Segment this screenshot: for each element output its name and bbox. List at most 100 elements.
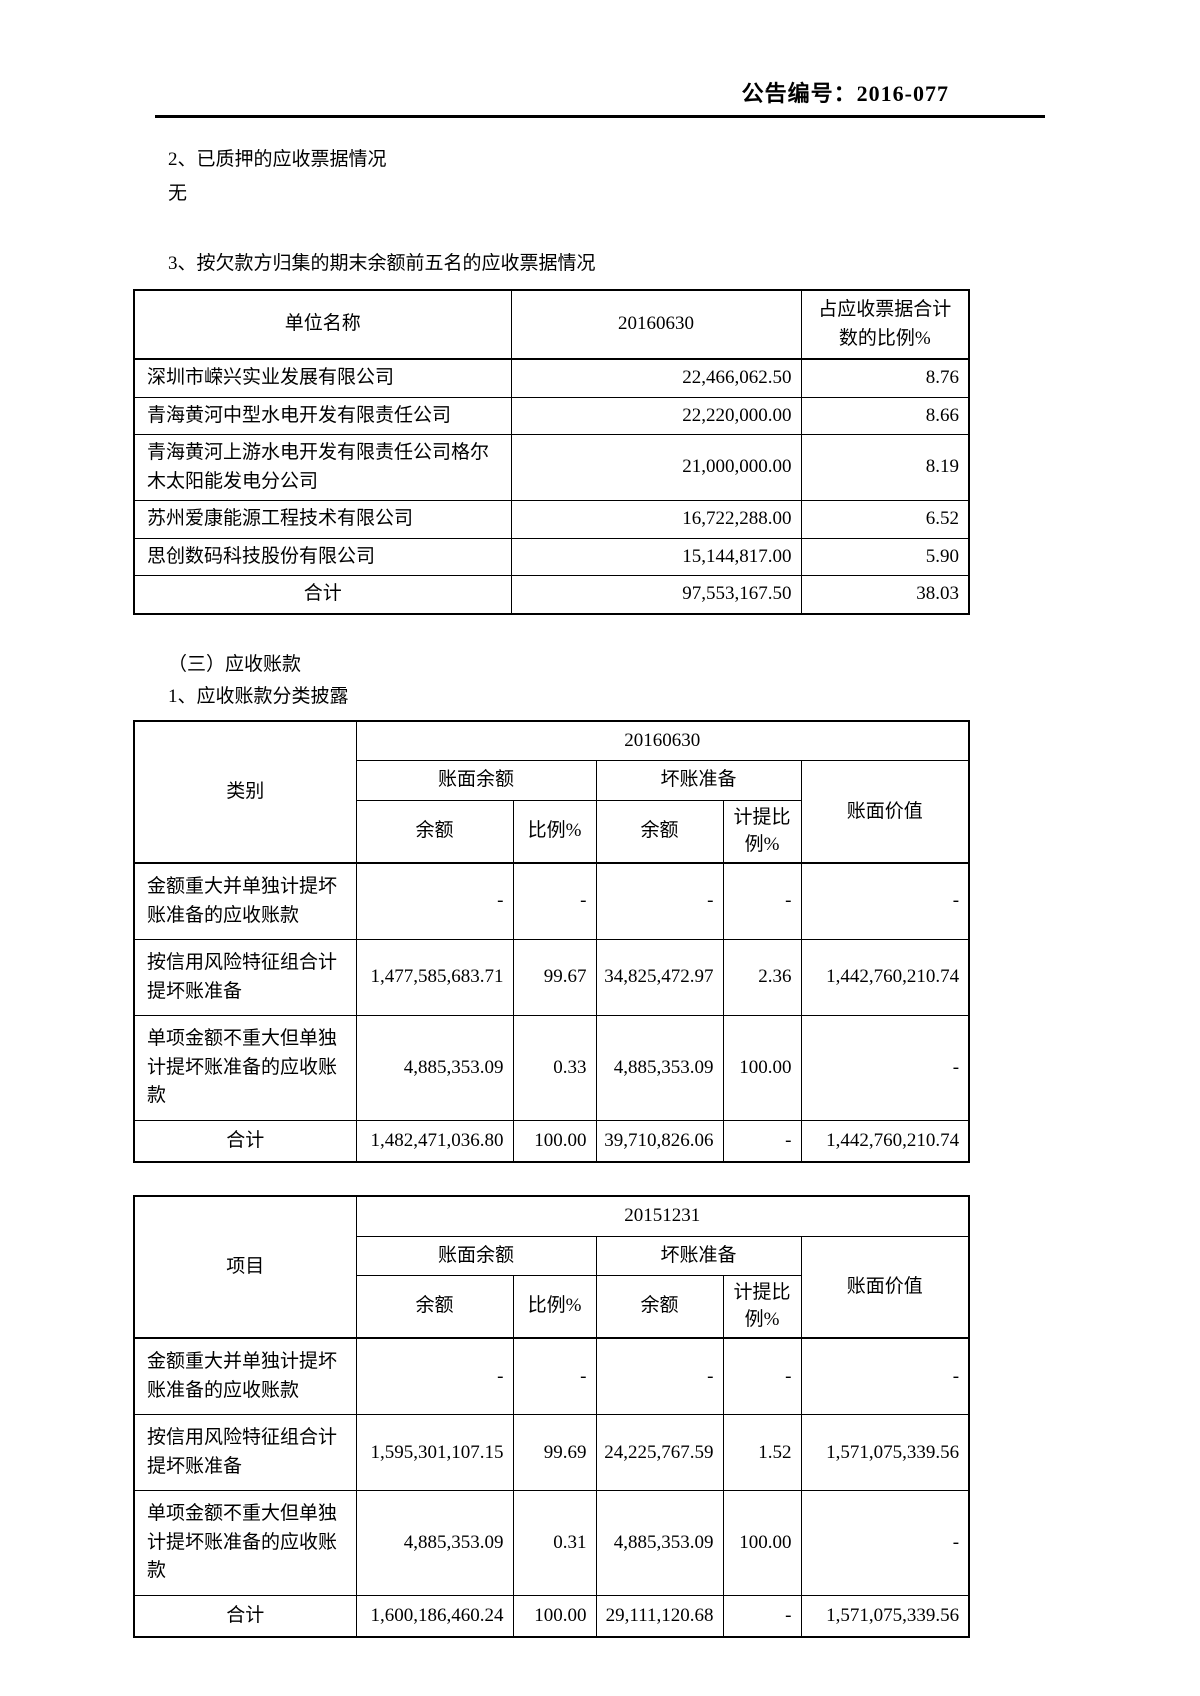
total-prov-balance-cell: 39,710,826.06 (595, 1119, 724, 1163)
table-header-row: 账面余额 坏账准备 账面价值 (134, 760, 970, 865)
ar-classification-table-20151231: 项目 20151231 账面余额 坏账准备 账面价值 余额 比例% 余额 计提比… (133, 1195, 971, 1639)
document-content: 2、已质押的应收票据情况 无 3、按欠款方归集的期末余额前五名的应收票据情况 单… (133, 148, 971, 1639)
amount-cell: 21,000,000.00 (510, 434, 802, 502)
top5-notes-title: 3、按欠款方归集的期末余额前五名的应收票据情况 (168, 253, 596, 275)
prov-ratio-cell: 1.52 (722, 1414, 802, 1492)
accounts-receivable-title: （三）应收账款 (168, 653, 302, 675)
carrying-value-cell: - (800, 862, 970, 941)
prov-balance-cell: 34,825,472.97 (595, 939, 724, 1017)
table-total-row: 合计 1,482,471,036.80 100.00 39,710,826.06… (133, 1119, 970, 1163)
col-header-book-balance: 账面余额 (355, 1235, 597, 1277)
total-carrying-value-cell: 1,442,760,210.74 (800, 1119, 970, 1163)
pledged-notes-none: 无 (168, 182, 188, 204)
col-header-bad-debt-provision: 坏账准备 (595, 760, 802, 801)
table-header-row: 余额 比例% 余额 计提比例% (134, 1275, 969, 1340)
carrying-value-cell: 1,442,760,210.74 (800, 939, 970, 1017)
amount-cell: 22,466,062.50 (510, 358, 802, 398)
table-total-row: 合计 1,600,186,460.24 100.00 29,111,120.68… (133, 1594, 970, 1638)
item-cell: 金额重大并单独计提坏账准备的应收账款 (133, 1337, 357, 1416)
prov-balance-cell: 4,885,353.09 (595, 1490, 724, 1596)
unit-name-cell: 青海黄河中型水电开发有限责任公司 (133, 396, 512, 436)
col-header-ratio: 比例% (512, 799, 597, 865)
balance-cell: 1,477,585,683.71 (355, 939, 514, 1017)
ratio-cell: 8.66 (800, 396, 970, 436)
ratio-cell: 99.69 (512, 1414, 597, 1492)
table-row: 按信用风险特征组合计提坏账准备 1,595,301,107.15 99.69 2… (133, 1414, 970, 1492)
row-header-category: 类别 (133, 720, 357, 865)
col-header-carrying-value: 账面价值 (800, 1235, 970, 1340)
ratio-cell: 0.31 (512, 1490, 597, 1596)
col-header-bad-debt-provision: 坏账准备 (595, 1235, 802, 1277)
prov-balance-cell: 4,885,353.09 (595, 1015, 724, 1121)
prov-ratio-cell: 100.00 (722, 1015, 802, 1121)
col-header-carrying-value: 账面价值 (800, 760, 970, 865)
total-ratio-cell: 38.03 (800, 575, 970, 615)
table-total-row: 合计 97,553,167.50 38.03 (133, 575, 970, 615)
unit-name-cell: 思创数码科技股份有限公司 (133, 537, 512, 577)
col-header-balance: 余额 (355, 1275, 514, 1340)
ratio-cell: 5.90 (800, 537, 970, 577)
col-header-ratio: 比例% (512, 1275, 597, 1340)
table-header-row: 余额 比例% 余额 计提比例% (134, 799, 969, 865)
pledged-notes-title: 2、已质押的应收票据情况 (168, 149, 387, 170)
prov-ratio-cell: - (722, 862, 802, 941)
unit-name-cell: 青海黄河上游水电开发有限责任公司格尔木太阳能发电分公司 (133, 434, 512, 502)
table-row: 深圳市嵘兴实业发展有限公司 22,466,062.50 8.76 (133, 358, 970, 398)
category-cell: 单项金额不重大但单独计提坏账准备的应收账款 (133, 1015, 357, 1121)
table-header-row: 单位名称 20160630 占应收票据合计数的比例% (133, 289, 970, 361)
total-prov-ratio-cell: - (722, 1119, 802, 1163)
col-header-period: 20151231 (355, 1195, 970, 1237)
col-header-prov-ratio: 计提比例% (722, 799, 802, 865)
table-row: 金额重大并单独计提坏账准备的应收账款 - - - - - (133, 1337, 970, 1416)
ar-classification-title: 1、应收账款分类披露 (168, 686, 349, 708)
ratio-cell: - (512, 1337, 597, 1416)
prov-balance-cell: - (595, 1337, 724, 1416)
total-label-cell: 合计 (133, 575, 512, 615)
prov-ratio-cell: 2.36 (722, 939, 802, 1017)
total-carrying-value-cell: 1,571,075,339.56 (800, 1594, 970, 1638)
total-balance-cell: 1,482,471,036.80 (355, 1119, 514, 1163)
prov-ratio-cell: - (722, 1337, 802, 1416)
col-header-prov-balance: 余额 (595, 799, 724, 865)
total-prov-ratio-cell: - (722, 1594, 802, 1638)
col-header-prov-ratio: 计提比例% (722, 1275, 802, 1340)
prov-balance-cell: - (595, 862, 724, 941)
ratio-cell: 6.52 (800, 500, 970, 539)
balance-cell: - (355, 1337, 514, 1416)
announcement-number: 公告编号：2016-077 (741, 81, 949, 106)
carrying-value-cell: - (800, 1490, 970, 1596)
table-row: 单项金额不重大但单独计提坏账准备的应收账款 4,885,353.09 0.31 … (133, 1490, 970, 1596)
col-header-period: 20160630 (510, 289, 802, 361)
total-ratio-cell: 100.00 (512, 1594, 597, 1638)
total-ratio-cell: 100.00 (512, 1119, 597, 1163)
table-header-row: 类别 20160630 (133, 720, 970, 865)
total-prov-balance-cell: 29,111,120.68 (595, 1594, 724, 1638)
col-header-period: 20160630 (355, 720, 970, 762)
item-cell: 按信用风险特征组合计提坏账准备 (133, 1414, 357, 1492)
balance-cell: 4,885,353.09 (355, 1015, 514, 1121)
col-header-book-balance: 账面余额 (355, 760, 597, 801)
prov-balance-cell: 24,225,767.59 (595, 1414, 724, 1492)
col-header-prov-balance: 余额 (595, 1275, 724, 1340)
ratio-cell: - (512, 862, 597, 941)
ratio-cell: 99.67 (512, 939, 597, 1017)
balance-cell: 4,885,353.09 (355, 1490, 514, 1596)
table-row: 苏州爱康能源工程技术有限公司 16,722,288.00 6.52 (133, 500, 970, 539)
document-header: 公告编号：2016-077 (0, 0, 1200, 118)
col-header-unit-name: 单位名称 (133, 289, 512, 361)
unit-name-cell: 深圳市嵘兴实业发展有限公司 (133, 358, 512, 398)
ar-classification-table-20160630: 类别 20160630 账面余额 坏账准备 账面价值 余额 比例% 余额 计提比… (133, 719, 971, 1164)
amount-cell: 15,144,817.00 (510, 537, 802, 577)
category-cell: 按信用风险特征组合计提坏账准备 (133, 939, 357, 1017)
ratio-cell: 8.19 (800, 434, 970, 502)
table-row: 青海黄河中型水电开发有限责任公司 22,220,000.00 8.66 (133, 396, 970, 436)
col-header-balance: 余额 (355, 799, 514, 865)
amount-cell: 22,220,000.00 (510, 396, 802, 436)
balance-cell: - (355, 862, 514, 941)
balance-cell: 1,595,301,107.15 (355, 1414, 514, 1492)
table-row: 青海黄河上游水电开发有限责任公司格尔木太阳能发电分公司 21,000,000.0… (133, 434, 970, 502)
unit-name-cell: 苏州爱康能源工程技术有限公司 (133, 500, 512, 539)
col-header-ratio: 占应收票据合计数的比例% (800, 289, 970, 361)
category-cell: 金额重大并单独计提坏账准备的应收账款 (133, 862, 357, 941)
